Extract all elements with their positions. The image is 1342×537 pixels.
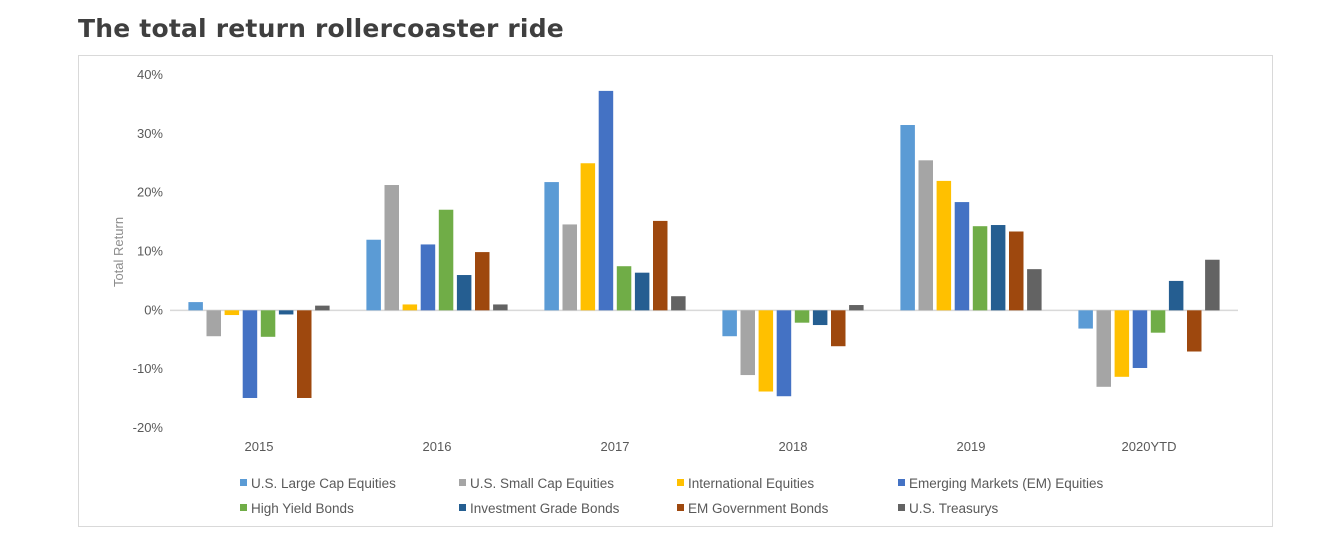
legend-label: U.S. Small Cap Equities: [470, 476, 614, 491]
bar: [384, 185, 399, 311]
bar: [758, 310, 774, 392]
y-tick-label: 40%: [137, 67, 163, 82]
legend-label: U.S. Treasurys: [909, 501, 999, 516]
y-axis-title: Total Return: [111, 217, 126, 287]
bar: [315, 305, 330, 311]
x-tick-label: 2015: [245, 439, 274, 454]
y-axis-ticks: -20% -10% 0% 10% 20% 30% 40%: [133, 67, 164, 435]
bar: [598, 90, 614, 311]
y-tick-label: -10%: [133, 361, 164, 376]
bar: [849, 305, 864, 311]
bar: [722, 310, 737, 337]
y-tick-label: 10%: [137, 244, 163, 259]
legend-label: High Yield Bonds: [251, 501, 354, 516]
bar: [1027, 269, 1042, 311]
legend-label: Emerging Markets (EM) Equities: [909, 476, 1104, 491]
legend-swatch: [677, 479, 684, 486]
bar: [972, 226, 988, 311]
bar: [1114, 310, 1130, 377]
bar: [1150, 310, 1166, 333]
chart-title: The total return rollercoaster ride: [78, 14, 564, 43]
x-axis-ticks: 2015 2016 2017 2018 2019 2020YTD: [245, 439, 1177, 454]
bar: [812, 310, 828, 326]
bar: [1168, 280, 1184, 311]
bar: [1009, 231, 1024, 311]
bar: [206, 310, 221, 337]
bar: [936, 180, 952, 311]
bar: [402, 304, 418, 311]
legend-swatch: [459, 479, 466, 486]
bar: [1187, 310, 1202, 352]
legend: U.S. Large Cap Equities U.S. Small Cap Eq…: [240, 476, 1104, 516]
x-tick-label: 2019: [957, 439, 986, 454]
x-tick-label: 2016: [423, 439, 452, 454]
bar: [776, 310, 792, 397]
legend-label: EM Government Bonds: [688, 501, 829, 516]
y-tick-label: 20%: [137, 185, 163, 200]
y-tick-label: 30%: [137, 126, 163, 141]
bar: [544, 182, 559, 311]
legend-label: International Equities: [688, 476, 814, 491]
bar: [456, 275, 472, 311]
x-tick-label: 2018: [779, 439, 808, 454]
bars: [188, 90, 1220, 398]
bar: [1078, 310, 1093, 329]
bar: [653, 220, 668, 311]
x-tick-label: 2017: [601, 439, 630, 454]
bar: [616, 266, 632, 311]
bar: [1096, 310, 1111, 387]
bar: [366, 239, 381, 311]
legend-swatch: [898, 479, 905, 486]
bar: [224, 310, 240, 316]
x-tick-label: 2020YTD: [1122, 439, 1177, 454]
bar: [794, 310, 810, 323]
bar: [297, 310, 312, 398]
bar: [475, 252, 490, 311]
bar: [438, 209, 454, 311]
legend-swatch: [677, 504, 684, 511]
bar: [918, 160, 933, 311]
bar: [1205, 259, 1220, 311]
bar: [562, 224, 577, 311]
bar: [493, 304, 508, 311]
bar: [900, 125, 915, 311]
bar: [278, 310, 294, 315]
bar: [580, 163, 596, 311]
legend-label: Investment Grade Bonds: [470, 501, 620, 516]
legend-swatch: [898, 504, 905, 511]
legend-swatch: [240, 479, 247, 486]
bar: [420, 244, 436, 311]
legend-swatch: [459, 504, 466, 511]
bar: [831, 310, 846, 347]
y-tick-label: -20%: [133, 420, 164, 435]
legend-label: U.S. Large Cap Equities: [251, 476, 396, 491]
bar: [954, 202, 970, 311]
bar: [260, 310, 276, 337]
y-tick-label: 0%: [144, 302, 163, 317]
bar: [740, 310, 755, 376]
bar: [634, 272, 650, 311]
bar: [671, 296, 686, 311]
legend-swatch: [240, 504, 247, 511]
bar: [990, 225, 1006, 311]
bar: [188, 302, 203, 311]
bar: [242, 310, 258, 398]
bar: [1132, 310, 1148, 368]
chart-frame: [78, 55, 1273, 527]
